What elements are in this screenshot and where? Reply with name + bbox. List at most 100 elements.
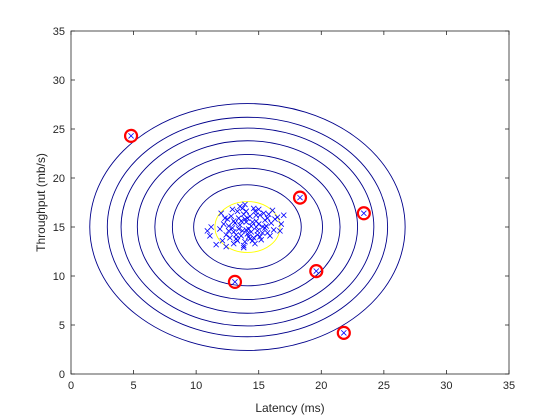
data-point	[234, 208, 241, 215]
data-point	[252, 208, 258, 215]
data-point	[223, 243, 230, 250]
data-point	[207, 232, 213, 239]
y-axis-label: Throughput (mb/s)	[34, 153, 48, 252]
data-point	[262, 217, 268, 224]
y-tick-label: 0	[59, 369, 65, 381]
data-point	[228, 213, 235, 220]
data-point	[220, 221, 227, 227]
data-point	[250, 234, 257, 241]
data-point	[255, 206, 262, 213]
anomaly-circle	[336, 325, 351, 340]
data-point	[223, 231, 230, 238]
anomaly-circle	[227, 274, 243, 289]
data-point	[264, 229, 271, 236]
data-point	[218, 210, 225, 217]
data-point	[244, 230, 251, 237]
data-point	[243, 219, 250, 225]
contour-line	[193, 184, 302, 270]
y-tick-label: 20	[53, 173, 65, 185]
data-point	[257, 233, 263, 240]
y-tick-label: 5	[59, 320, 65, 332]
data-point	[242, 238, 248, 245]
contour-line	[171, 167, 323, 287]
data-point	[225, 223, 232, 229]
data-point	[260, 210, 267, 217]
data-point	[238, 218, 245, 225]
data-point	[274, 214, 281, 221]
anomaly-circle	[292, 190, 308, 205]
contour-line	[120, 127, 375, 327]
y-tick-label: 25	[53, 124, 65, 136]
x-tick-label: 25	[378, 380, 390, 392]
y-tick-label: 15	[53, 222, 65, 234]
data-point	[222, 215, 228, 222]
data-point	[219, 237, 226, 244]
data-point	[239, 205, 246, 212]
data-point	[244, 215, 251, 222]
data-point	[247, 235, 253, 242]
data-point	[280, 212, 287, 219]
data-point	[240, 242, 247, 249]
x-tick-label: 10	[190, 380, 202, 392]
x-tick-label: 35	[503, 380, 515, 392]
data-point	[270, 227, 277, 233]
anomaly-x-marker	[128, 132, 134, 139]
y-tick-label: 10	[53, 271, 65, 283]
data-point	[234, 237, 241, 244]
anomaly-point	[309, 264, 324, 279]
y-tick-label: 35	[53, 26, 65, 38]
x-tick-label: 15	[253, 380, 265, 392]
data-point	[217, 226, 223, 232]
anomaly-point	[123, 128, 139, 143]
anomaly-point	[356, 206, 371, 221]
anomaly-point	[336, 325, 351, 340]
data-point	[237, 222, 243, 228]
x-tick-label: 30	[440, 380, 452, 392]
y-tick-label: 30	[53, 75, 65, 87]
data-point	[239, 228, 246, 234]
x-tick-label: 5	[131, 380, 137, 392]
data-point	[227, 234, 233, 241]
anomaly-x-marker	[232, 278, 238, 285]
plot-background	[71, 31, 509, 374]
anomaly-x-marker	[313, 268, 320, 274]
anomaly-circle	[356, 206, 371, 221]
x-axis-label: Latency (ms)	[255, 401, 324, 415]
data-point	[248, 229, 255, 235]
data-point	[230, 218, 237, 225]
contour-line	[136, 140, 359, 314]
data-point	[243, 208, 250, 215]
anomaly-point	[292, 190, 308, 205]
data-point	[253, 212, 260, 219]
data-point	[263, 223, 270, 229]
data-point	[238, 232, 245, 239]
data-point	[277, 228, 283, 234]
data-point	[229, 206, 236, 213]
data-point	[252, 240, 258, 247]
data-point	[258, 236, 265, 243]
anomaly-circle	[309, 264, 324, 279]
data-point	[250, 205, 257, 212]
data-point	[259, 224, 266, 230]
contour-line	[214, 201, 281, 253]
data-point	[259, 229, 266, 236]
data-point	[253, 224, 260, 230]
x-tick-label: 0	[68, 380, 74, 392]
anomaly-point	[227, 274, 243, 289]
data-point	[243, 227, 250, 233]
anomaly-x-marker	[340, 329, 347, 336]
data-point	[240, 244, 247, 251]
data-point	[213, 241, 220, 248]
data-point	[242, 201, 248, 208]
anomaly-x-marker	[360, 210, 367, 217]
anomaly-x-marker	[297, 194, 303, 201]
x-tick-label: 20	[315, 380, 327, 392]
contour-line	[106, 116, 389, 338]
data-point	[233, 231, 240, 238]
data-point	[248, 223, 255, 229]
data-point	[225, 228, 232, 234]
data-point	[230, 240, 237, 247]
contour-line	[154, 154, 341, 300]
data-point	[278, 221, 285, 227]
